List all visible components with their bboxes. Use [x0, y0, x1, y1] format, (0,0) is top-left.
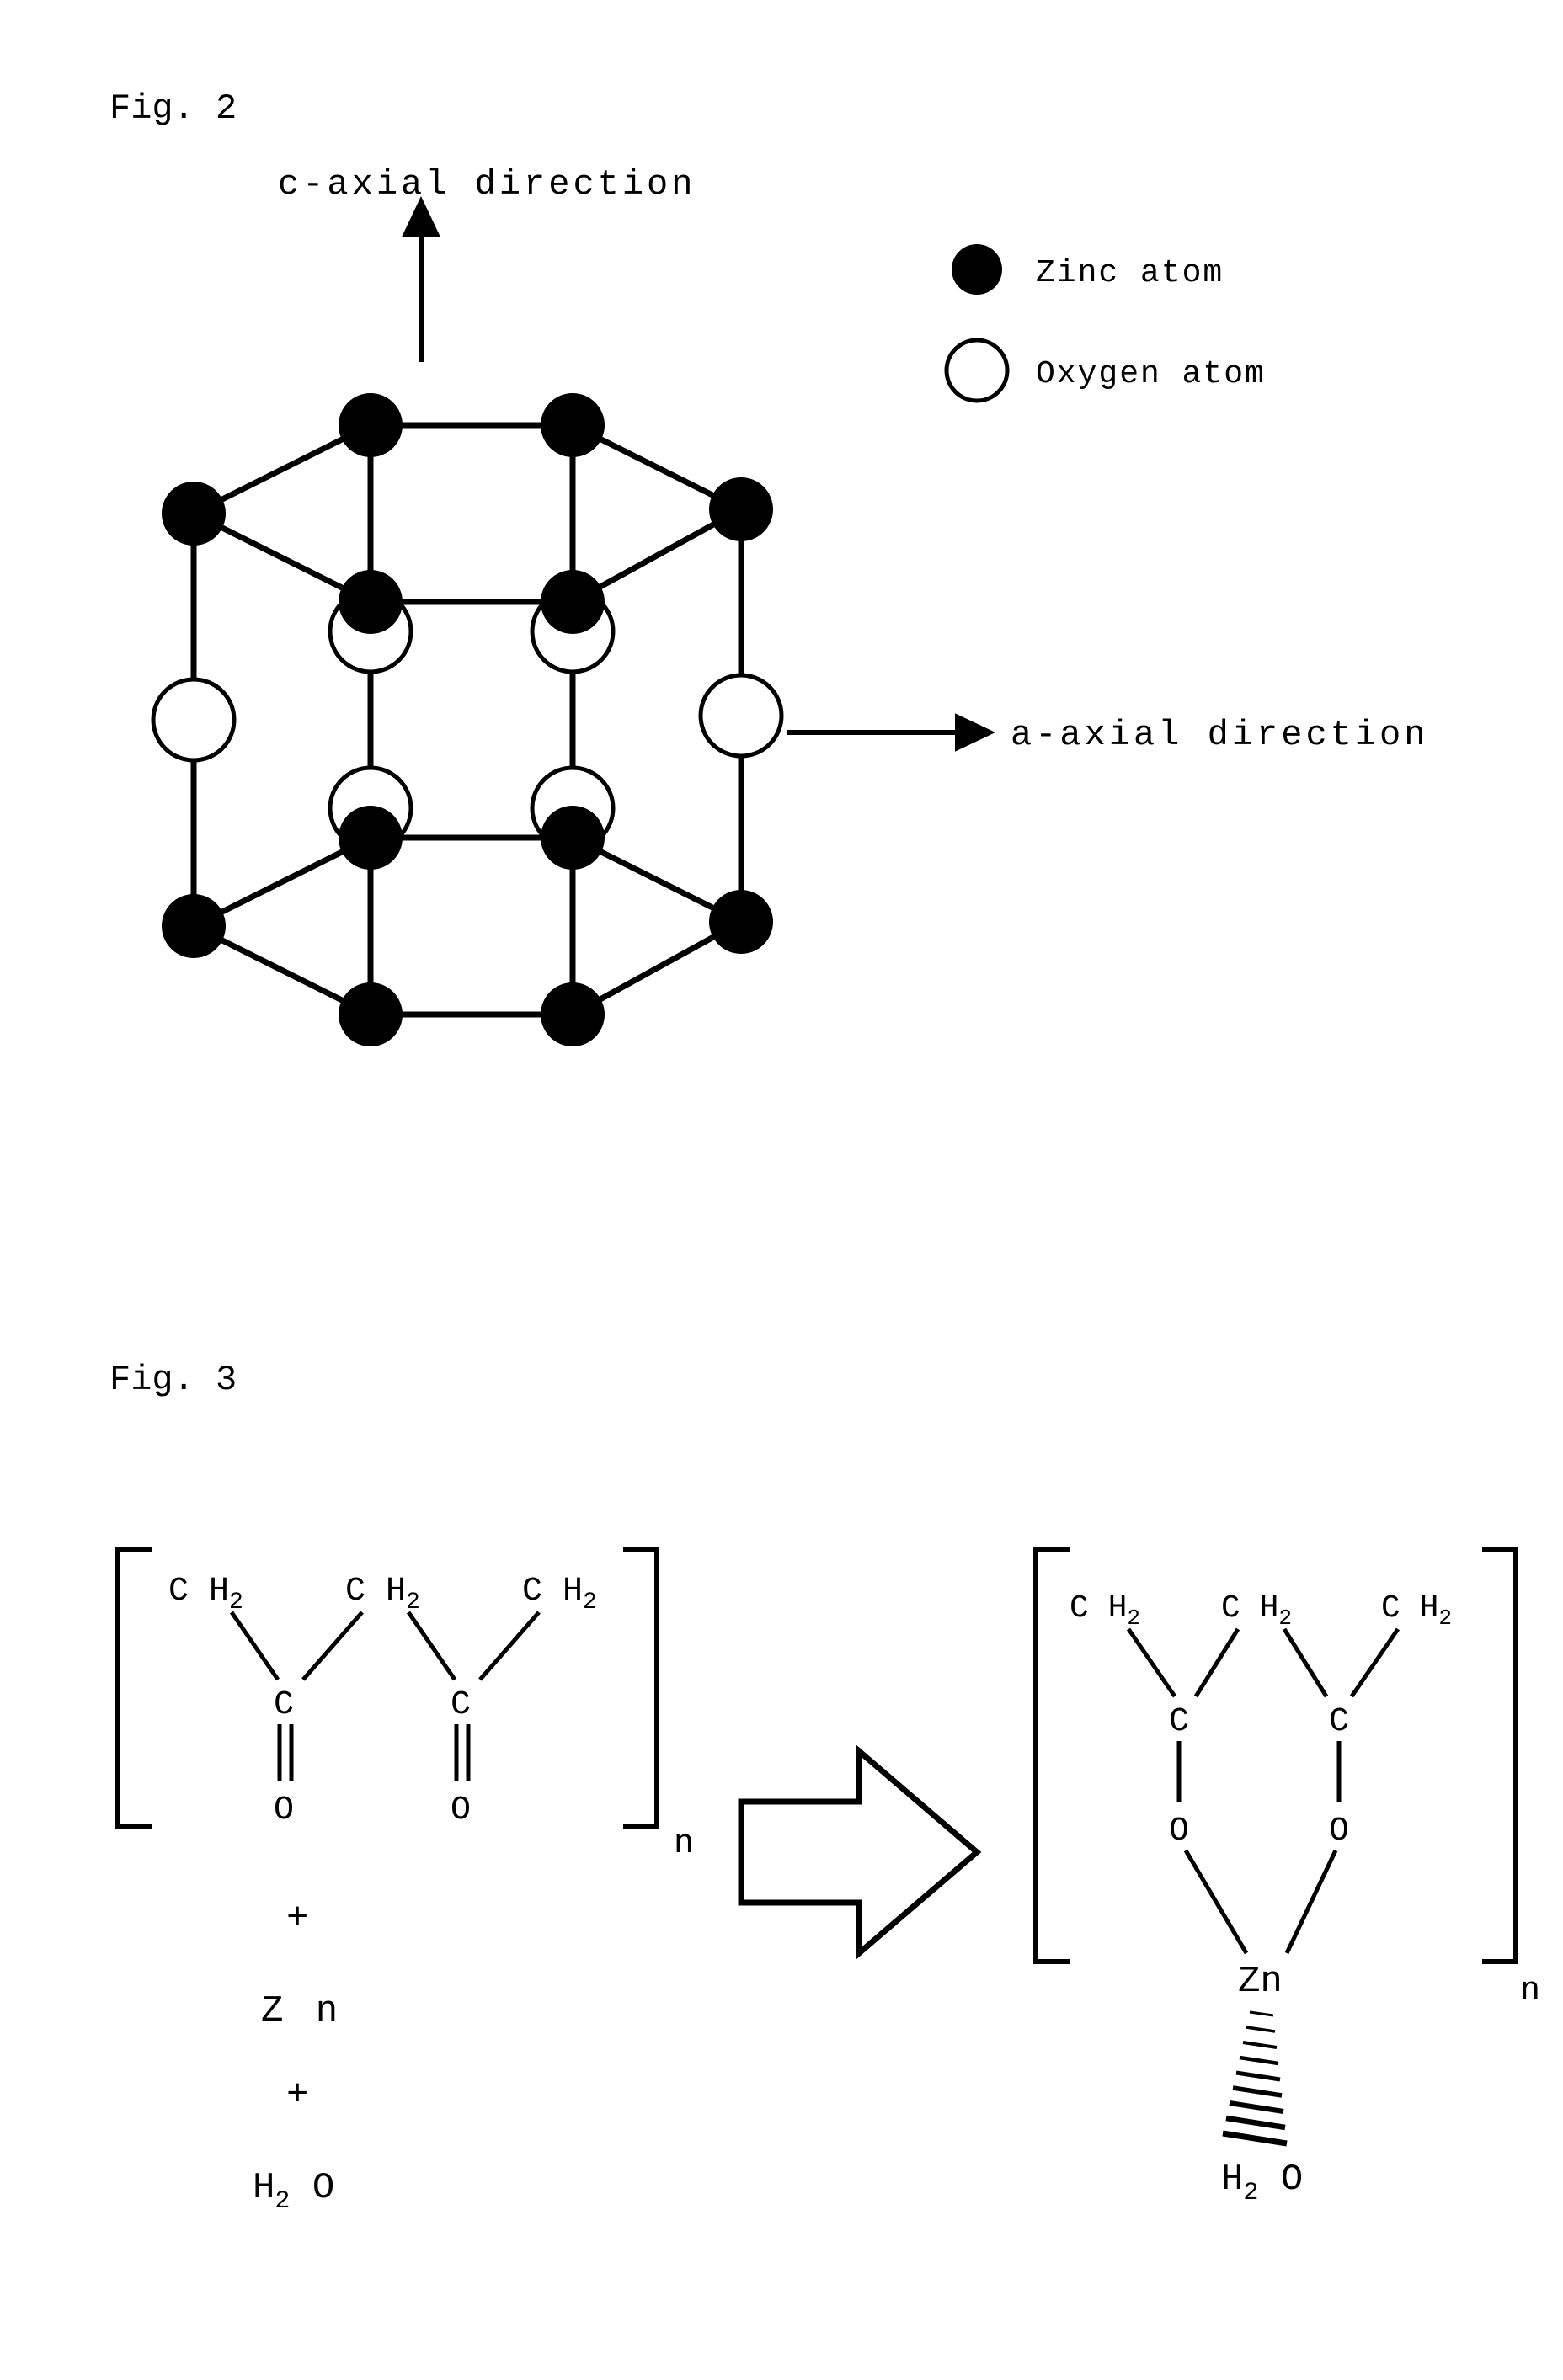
legend-zinc-label: Zinc atom	[1036, 255, 1224, 291]
right-ch2-group: C H2 C H2 C H2	[1070, 1590, 1452, 1631]
reaction-arrow-icon	[741, 1751, 977, 1953]
legend-zinc-icon	[952, 244, 1002, 295]
left-ch2-group: C H2 C H2 C H2	[168, 1573, 597, 1616]
left-n-sub: n	[674, 1825, 694, 1863]
left-zn: Z n	[261, 1990, 343, 2032]
fig2-title: Fig. 2	[109, 88, 237, 129]
svg-text:C: C	[451, 1686, 471, 1724]
fig3-left: C H2 C H2 C H2 C C O O n + Z n + H2 O	[118, 1549, 694, 2216]
oxygen-atoms	[153, 591, 782, 849]
svg-text:C H2: C H2	[1070, 1590, 1140, 1631]
svg-text:O: O	[1169, 1813, 1189, 1850]
svg-text:O: O	[1329, 1813, 1349, 1850]
legend-oxygen-icon	[947, 340, 1007, 401]
dative-bond-icon	[1223, 2012, 1287, 2143]
zinc-atoms	[162, 393, 773, 1046]
c-axis-arrow	[406, 202, 436, 362]
bottom-hexagon	[194, 838, 741, 1014]
fig3-right: C H2 C H2 C H2 C C O O Zn n	[1036, 1549, 1540, 2207]
fig2-a-axis-label: a-axial direction	[1011, 715, 1428, 755]
svg-text:C: C	[1329, 1703, 1349, 1741]
left-plus2: +	[286, 2074, 308, 2116]
fig3-title: Fig. 3	[109, 1360, 237, 1400]
svg-text:C H2: C H2	[168, 1573, 243, 1616]
svg-text:O: O	[451, 1792, 471, 1829]
legend-oxygen-label: Oxygen atom	[1036, 356, 1266, 392]
page: Fig. 2 c-axial direction a-axial directi…	[0, 0, 1563, 2380]
top-hexagon	[194, 425, 741, 602]
svg-text:C H2: C H2	[345, 1573, 420, 1616]
right-h2o: H2 O	[1221, 2159, 1303, 2207]
svg-text:C H2: C H2	[1221, 1590, 1292, 1631]
left-plus1: +	[286, 1898, 308, 1940]
right-n-sub: n	[1520, 1973, 1540, 2010]
right-zn: Zn	[1238, 1961, 1283, 2003]
svg-text:O: O	[274, 1792, 294, 1829]
left-h2o: H2 O	[253, 2167, 334, 2216]
svg-text:C: C	[1169, 1703, 1189, 1741]
svg-text:C H2: C H2	[522, 1573, 597, 1616]
svg-text:C: C	[274, 1686, 294, 1724]
svg-text:C H2: C H2	[1381, 1590, 1452, 1631]
legend: Zinc atom Oxygen atom	[947, 244, 1266, 401]
a-axis-arrow	[787, 717, 990, 748]
figure-canvas: Fig. 2 c-axial direction a-axial directi…	[0, 0, 1563, 2380]
fig2-c-axis-label: c-axial direction	[278, 164, 696, 205]
crystal-structure	[194, 425, 741, 1014]
